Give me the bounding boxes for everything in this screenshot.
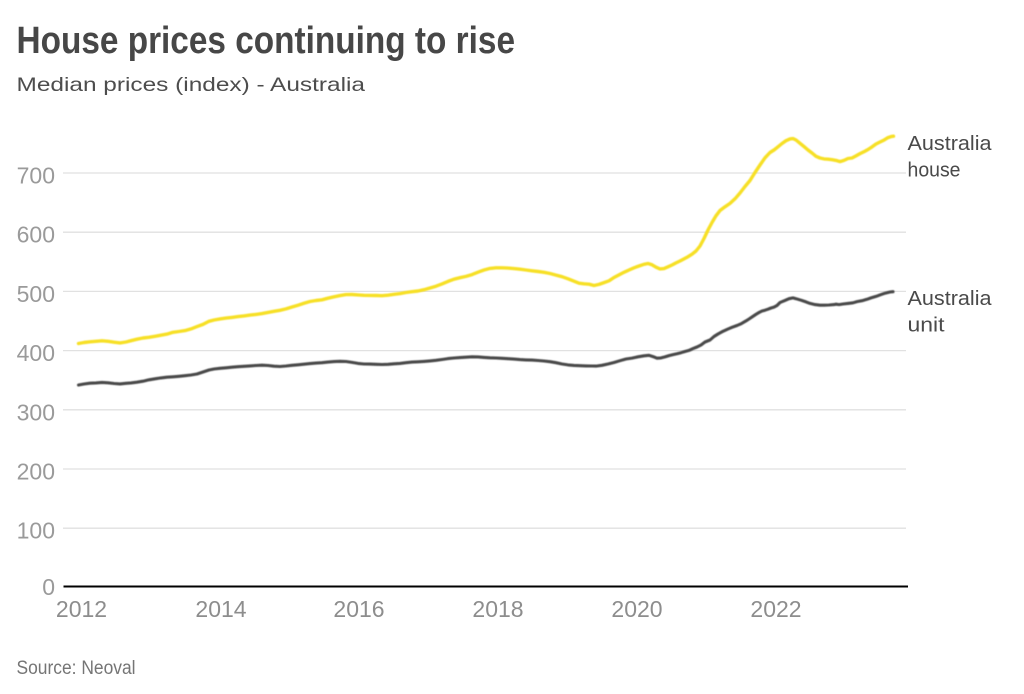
svg-text:Source: Neoval: Source: Neoval [17, 658, 136, 679]
svg-text:2014: 2014 [195, 596, 246, 622]
svg-text:100: 100 [17, 518, 55, 544]
svg-text:2020: 2020 [611, 596, 662, 622]
svg-text:unit: unit [908, 315, 946, 337]
svg-text:600: 600 [17, 222, 55, 248]
svg-text:300: 300 [17, 399, 55, 425]
svg-text:Median prices (index) - Austra: Median prices (index) - Australia [17, 74, 366, 96]
svg-text:house: house [908, 160, 961, 182]
svg-text:Australia: Australia [908, 133, 993, 155]
svg-text:500: 500 [17, 281, 55, 307]
svg-text:2016: 2016 [333, 596, 384, 622]
svg-text:Australia: Australia [908, 288, 993, 310]
svg-text:700: 700 [17, 163, 55, 189]
svg-text:2018: 2018 [472, 596, 523, 622]
svg-text:2012: 2012 [56, 596, 107, 622]
svg-text:House prices continuing to ris: House prices continuing to rise [17, 20, 516, 62]
svg-text:0: 0 [42, 574, 55, 600]
svg-text:200: 200 [17, 459, 55, 485]
svg-text:400: 400 [17, 340, 55, 366]
svg-text:2022: 2022 [750, 596, 801, 622]
